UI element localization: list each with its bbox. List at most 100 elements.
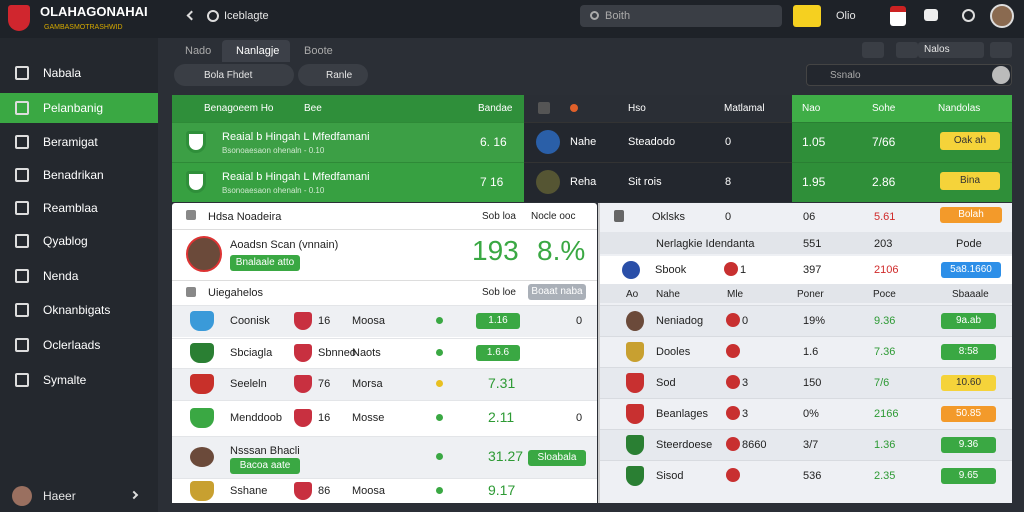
- tab-active: [222, 40, 290, 62]
- row-button[interactable]: Sloabala: [528, 450, 586, 466]
- section-button[interactable]: Boaat naba: [528, 284, 586, 300]
- close-button[interactable]: [990, 42, 1012, 58]
- stat: 150: [803, 377, 822, 389]
- odds: 2.11: [488, 409, 515, 425]
- bet-button[interactable]: Oak ah: [940, 132, 1000, 150]
- top-header-cell: Benagoeem Ho: [204, 103, 274, 114]
- featured-tag[interactable]: Bnalaale atto: [230, 255, 300, 271]
- filter-label: Bola Fhdet: [204, 70, 253, 81]
- sidebar-active: [0, 93, 158, 123]
- club-crest: [626, 404, 644, 424]
- row-value: 0: [576, 412, 583, 424]
- odds-button[interactable]: 9a.ab: [941, 313, 996, 329]
- sidebar-icon: [15, 135, 29, 149]
- sidebar-item[interactable]: Qyablog: [43, 234, 88, 248]
- sidebar-icon: [15, 234, 29, 248]
- venue: Morsa: [352, 378, 383, 390]
- sidebar-item[interactable]: Nabala: [43, 66, 82, 80]
- odds-pill[interactable]: 1.16: [476, 313, 520, 329]
- venue: Moosa: [352, 315, 386, 327]
- filter-dropdown[interactable]: [174, 64, 294, 86]
- tab[interactable]: Nanlagje: [236, 45, 280, 57]
- search-icon: [590, 11, 599, 20]
- team-crest: [190, 408, 214, 428]
- sidebar-item[interactable]: Oclerlaads: [43, 338, 101, 352]
- odds-button[interactable]: 5a8.1660: [941, 262, 1001, 278]
- menu-label: Nalos: [924, 44, 950, 55]
- stat: 1.36: [874, 439, 896, 451]
- logo-subtitle: GAMBASMOTRASHWID: [44, 24, 123, 31]
- top-header-right: [792, 95, 1012, 122]
- player: Steadodo: [628, 136, 676, 148]
- sidebar-footer[interactable]: Haeer: [43, 489, 76, 503]
- opponent: 76: [318, 378, 331, 390]
- opponent-crest: [294, 344, 312, 362]
- filter-button[interactable]: [298, 64, 368, 86]
- team-crest: [190, 447, 214, 467]
- badge: [726, 344, 740, 358]
- badge-num: 0: [742, 315, 749, 327]
- sidebar-item[interactable]: Nenda: [43, 269, 79, 283]
- top-row-mid: [524, 122, 792, 162]
- stat: 536: [803, 470, 822, 482]
- sidebar-item[interactable]: Beramigat: [43, 135, 98, 149]
- stat: 2106: [874, 264, 899, 276]
- sidebar-icon: [15, 101, 29, 115]
- column-label: Sbaaale: [952, 289, 989, 300]
- team-crest: [190, 374, 214, 394]
- sidebar-icon: [15, 168, 29, 182]
- club-crest: [186, 131, 206, 153]
- sidebar-item[interactable]: Oknanbigats: [43, 303, 111, 317]
- status-dot: [436, 317, 443, 324]
- quick-button[interactable]: [793, 5, 821, 27]
- chat-icon[interactable]: [924, 9, 938, 21]
- odds-button[interactable]: 9.36: [941, 437, 996, 453]
- search-box[interactable]: [580, 5, 782, 27]
- badge: [726, 437, 740, 451]
- sidebar-item[interactable]: Benadrikan: [43, 168, 104, 182]
- club-crest: [622, 261, 640, 279]
- odds-button[interactable]: 8:58: [941, 344, 996, 360]
- sidebar-item[interactable]: Reamblaa: [43, 201, 98, 215]
- avatar[interactable]: [990, 4, 1014, 28]
- match-title: Reaial b Hingah L Mfedfamani: [222, 171, 370, 183]
- venue: Mosse: [352, 412, 385, 424]
- sidebar-icon: [15, 66, 29, 80]
- sidebar-item[interactable]: Pelanbanig: [43, 101, 104, 115]
- top-header-cell: Sohe: [872, 103, 896, 114]
- badge: [726, 313, 740, 327]
- odds-button[interactable]: 50.85: [941, 406, 996, 422]
- panel-button[interactable]: Bolah: [940, 207, 1002, 223]
- user-name[interactable]: Olio: [836, 10, 856, 22]
- team: Reha: [570, 176, 597, 188]
- table-search[interactable]: [806, 64, 1012, 86]
- tab[interactable]: Nado: [185, 45, 212, 57]
- odds-button[interactable]: 10.60: [941, 375, 996, 391]
- club-crest: [626, 311, 644, 331]
- odds-button[interactable]: 9.65: [941, 468, 996, 484]
- sidebar-item[interactable]: Symalte: [43, 373, 87, 387]
- odds-b: 2.86: [872, 175, 896, 189]
- menu-button[interactable]: [918, 42, 984, 58]
- bet-button[interactable]: Bina: [940, 172, 1000, 190]
- breadcrumb-icon: [207, 10, 219, 22]
- panel-col: Sob loa: [482, 211, 516, 222]
- stat: 397: [803, 264, 822, 276]
- player-tag[interactable]: Bacoa aate: [230, 458, 300, 474]
- settings-icon[interactable]: [962, 9, 975, 22]
- tab[interactable]: Boote: [304, 45, 333, 57]
- tool-button[interactable]: [862, 42, 884, 58]
- match-score: 6. 16: [480, 135, 507, 149]
- section-bar: [600, 232, 1012, 254]
- team: Sshane: [230, 484, 268, 497]
- stat: 9.36: [874, 315, 896, 327]
- club: Beanlages: [656, 408, 708, 420]
- status-dot: [436, 486, 443, 494]
- tool-button[interactable]: [896, 42, 918, 58]
- opponent: 86: [318, 484, 331, 497]
- row: [172, 338, 597, 368]
- odds-pill[interactable]: 1.6.6: [476, 345, 520, 361]
- club: Neniadog: [656, 315, 704, 327]
- featured-name: Aoadsn Scan (vnnain): [230, 239, 339, 251]
- top-header-cell: Bandae: [478, 103, 513, 114]
